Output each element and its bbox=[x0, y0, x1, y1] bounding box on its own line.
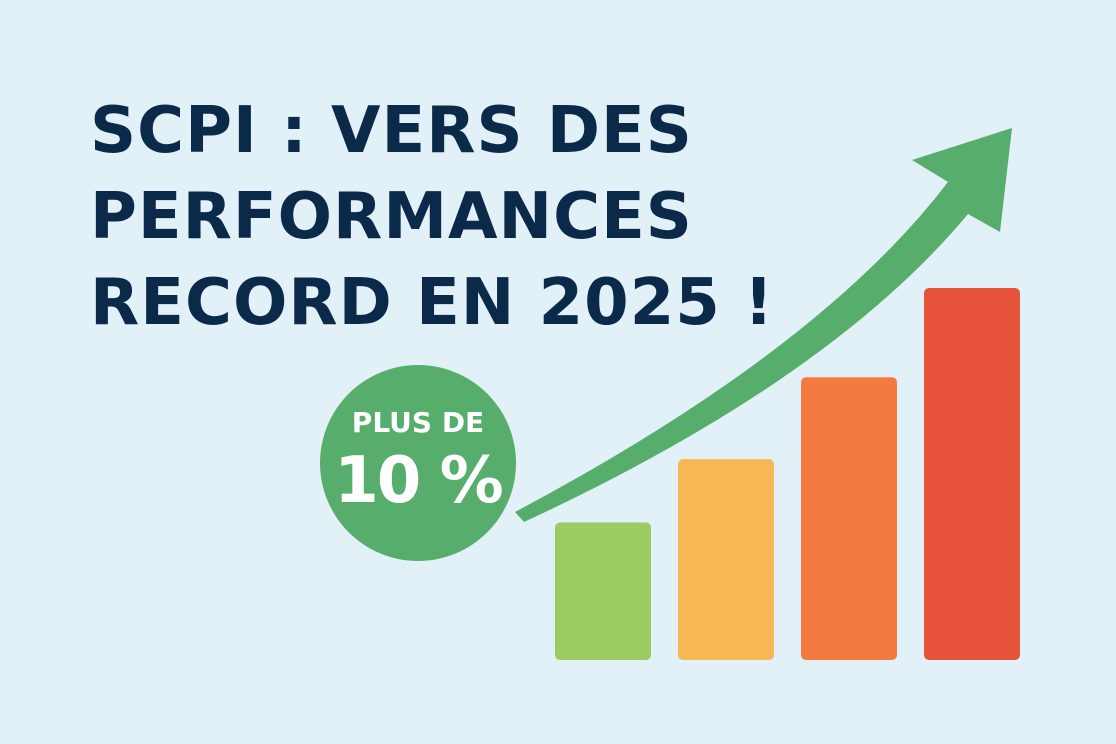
bar-2 bbox=[678, 459, 774, 660]
bar-3 bbox=[801, 377, 897, 660]
title-line-2: PERFORMANCES bbox=[90, 180, 693, 254]
bar-4 bbox=[924, 288, 1020, 660]
title-line-3: RECORD EN 2025 ! bbox=[90, 266, 775, 340]
trend-arrow-icon bbox=[515, 128, 1012, 522]
bar-1 bbox=[555, 522, 651, 660]
badge-value: 10 % bbox=[334, 444, 503, 518]
page-title: SCPI : VERS DES PERFORMANCES RECORD EN 2… bbox=[90, 88, 850, 346]
bars-group bbox=[555, 288, 1020, 660]
badge-caption: PLUS DE bbox=[351, 406, 485, 439]
title-line-1: SCPI : VERS DES bbox=[90, 94, 693, 168]
percentage-badge: PLUS DE 10 % bbox=[320, 365, 516, 561]
